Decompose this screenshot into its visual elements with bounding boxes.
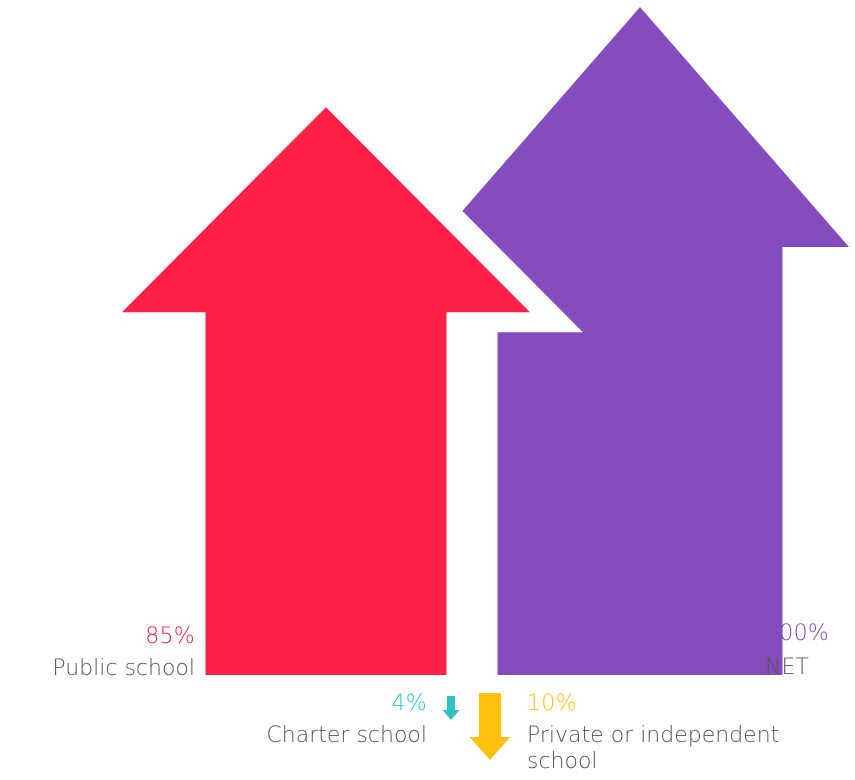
charter-school-category-label: Charter school (266, 723, 427, 748)
net-value-label: 100% (765, 621, 830, 646)
charter-school-arrow (442, 696, 460, 720)
charter-school-value-label: 4% (391, 691, 427, 716)
net-category-label: NET (765, 655, 809, 680)
baseline-mask (0, 675, 855, 780)
private-school-arrow (469, 693, 511, 760)
net-arrow (431, 7, 849, 675)
public-school-value-label: 85% (145, 624, 195, 649)
private-school-value-label: 10% (527, 691, 577, 716)
private-school-category-label: Private or independent school (527, 723, 847, 775)
public-school-category-label: Public school (52, 656, 195, 681)
private-school-category-text: Private or independent school (527, 723, 780, 774)
public-school-arrow (122, 107, 530, 675)
